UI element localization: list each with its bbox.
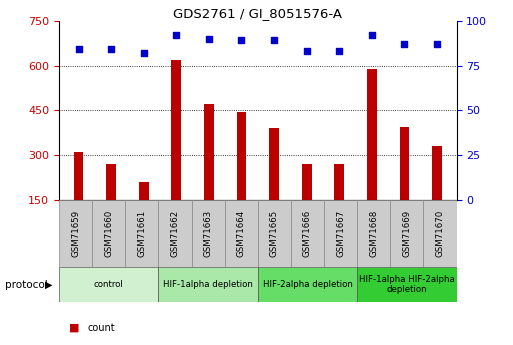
Bar [106,164,116,200]
Text: GSM71669: GSM71669 [402,210,411,257]
Bar [171,60,181,200]
Bar [92,200,125,267]
Bar [423,200,457,267]
Bar [204,105,214,200]
Point [400,41,408,47]
Bar [191,200,225,267]
Bar [400,127,409,200]
Text: GSM71660: GSM71660 [104,210,113,257]
Bar [258,267,357,302]
Text: protocol: protocol [5,280,48,289]
Point [238,38,246,43]
Text: HIF-1alpha HIF-2alpha
depletion: HIF-1alpha HIF-2alpha depletion [359,275,455,294]
Bar [324,200,357,267]
Bar [225,200,258,267]
Text: HIF-2alpha depletion: HIF-2alpha depletion [263,280,352,289]
Bar [159,267,258,302]
Bar [334,164,344,200]
Bar [258,200,291,267]
Point [303,48,311,54]
Point [270,38,278,43]
Text: GSM71668: GSM71668 [369,210,378,257]
Point [205,36,213,41]
Text: GSM71667: GSM71667 [336,210,345,257]
Text: HIF-1alpha depletion: HIF-1alpha depletion [163,280,253,289]
Text: GSM71664: GSM71664 [236,210,246,257]
Text: ▶: ▶ [45,280,53,289]
Bar [159,200,191,267]
Text: GSM71666: GSM71666 [303,210,312,257]
Point [368,32,376,38]
Title: GDS2761 / GI_8051576-A: GDS2761 / GI_8051576-A [173,7,342,20]
Text: count: count [87,323,115,333]
Bar [269,128,279,200]
Point [107,47,115,52]
Point [335,48,343,54]
Bar [59,200,92,267]
Bar [367,69,377,200]
Text: GSM71662: GSM71662 [170,210,180,257]
Bar [357,200,390,267]
Bar [291,200,324,267]
Point [140,50,148,56]
Text: GSM71670: GSM71670 [436,210,444,257]
Text: control: control [94,280,124,289]
Bar [125,200,159,267]
Bar [357,267,457,302]
Bar [432,146,442,200]
Text: GSM71659: GSM71659 [71,210,80,257]
Point [433,41,441,47]
Bar [236,112,246,200]
Bar [139,182,149,200]
Point [74,47,83,52]
Text: GSM71665: GSM71665 [270,210,279,257]
Text: GSM71663: GSM71663 [204,210,212,257]
Bar [74,152,84,200]
Bar [302,164,311,200]
Bar [59,267,159,302]
Point [172,32,181,38]
Text: ■: ■ [69,323,80,333]
Text: GSM71661: GSM71661 [137,210,146,257]
Bar [390,200,423,267]
